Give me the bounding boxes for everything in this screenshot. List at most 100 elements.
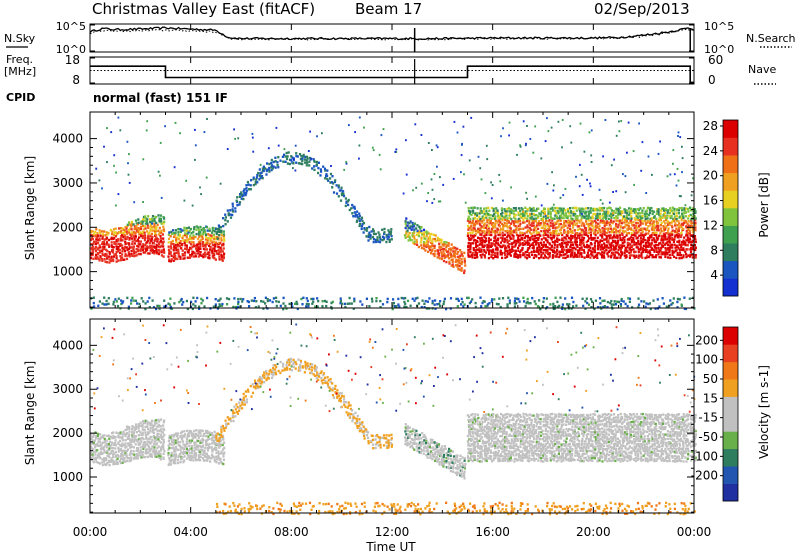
velocity-cell xyxy=(117,450,120,453)
power-cell xyxy=(526,250,529,254)
power-cell xyxy=(174,229,177,232)
power-sparse-cell xyxy=(358,157,360,160)
power-cell xyxy=(541,219,544,222)
power-cell xyxy=(510,237,513,240)
power-cell xyxy=(255,176,258,179)
power-cell xyxy=(414,297,417,300)
velocity-cell xyxy=(108,434,111,437)
power-cell xyxy=(667,227,670,230)
power-cell xyxy=(687,214,690,218)
power-cell xyxy=(550,244,553,247)
power-cell xyxy=(505,219,509,222)
velocity-cell xyxy=(326,376,329,379)
power-sparse-cell xyxy=(183,199,186,202)
power-cell xyxy=(179,228,182,231)
power-cell xyxy=(501,237,504,240)
power-cell xyxy=(132,235,135,238)
velocity-cell xyxy=(176,434,179,438)
velocity-cell xyxy=(193,449,196,452)
power-cell xyxy=(526,254,529,257)
power-cell xyxy=(143,231,146,234)
power-cell xyxy=(569,229,572,232)
power-cell xyxy=(691,231,694,234)
power-cell xyxy=(629,251,632,254)
velocity-cell xyxy=(308,365,312,368)
power-cell xyxy=(652,248,655,251)
power-cell xyxy=(598,212,601,216)
power-cell xyxy=(590,222,593,225)
power-cell xyxy=(134,251,137,254)
power-cell xyxy=(601,219,604,223)
power-cell xyxy=(596,244,600,247)
power-cell xyxy=(123,245,126,249)
power-cell xyxy=(632,254,635,257)
power-cell xyxy=(226,220,229,223)
power-cell xyxy=(575,244,579,247)
power-cell xyxy=(586,251,590,254)
power-cell xyxy=(536,222,539,225)
power-cell xyxy=(92,257,95,260)
power-cell xyxy=(612,213,615,217)
power-cell xyxy=(667,236,670,239)
velocity-cell xyxy=(135,427,138,431)
power-cell xyxy=(535,229,538,232)
power-cell xyxy=(535,231,538,235)
velocity-cell xyxy=(100,444,103,447)
power-cell xyxy=(680,303,683,306)
power-cell xyxy=(115,260,118,263)
velocity-cell xyxy=(162,456,165,459)
power-cell xyxy=(498,297,501,300)
power-cell xyxy=(485,207,488,210)
power-cell xyxy=(115,300,118,303)
power-cell xyxy=(170,247,173,250)
velocity-cell xyxy=(194,454,197,457)
power-cell xyxy=(637,229,641,232)
power-cell xyxy=(202,255,205,259)
velocity-cell xyxy=(219,444,222,448)
power-cell xyxy=(276,163,279,167)
power-cell xyxy=(598,227,601,230)
power-cell xyxy=(560,212,563,215)
power-cell xyxy=(404,220,407,223)
power-cell xyxy=(574,255,577,258)
power-cell xyxy=(694,256,697,259)
power-cell xyxy=(645,215,649,218)
power-cell xyxy=(528,231,531,234)
power-cell xyxy=(574,241,577,244)
power-cell xyxy=(681,209,684,212)
power-cell xyxy=(374,238,377,242)
power-cell xyxy=(515,239,518,242)
power-sparse-cell xyxy=(379,168,382,171)
power-cell xyxy=(646,206,649,209)
power-cell xyxy=(236,204,239,207)
power-sparse-cell xyxy=(598,188,601,191)
velocity-cell xyxy=(344,401,348,404)
power-cell xyxy=(598,206,601,210)
power-cell xyxy=(320,170,323,173)
power-cell xyxy=(197,226,200,229)
power-cell xyxy=(610,306,614,309)
power-cell xyxy=(339,299,342,303)
power-cell xyxy=(137,242,140,246)
velocity-cell xyxy=(197,450,201,454)
power-cell xyxy=(559,228,563,232)
power-cell xyxy=(613,216,616,220)
power-cell xyxy=(423,247,426,250)
power-cell xyxy=(526,243,529,246)
velocity-cell xyxy=(363,430,366,433)
power-cell xyxy=(598,243,601,246)
velocity-cell xyxy=(383,437,386,440)
power-cell xyxy=(126,224,129,228)
power-sparse-cell xyxy=(692,177,694,180)
power-cell xyxy=(140,220,143,223)
velocity-cell xyxy=(201,449,204,452)
power-cell xyxy=(599,231,602,234)
velocity-cell xyxy=(147,451,150,454)
power-cell xyxy=(521,237,524,240)
power-sparse-cell xyxy=(690,194,693,197)
power-cell xyxy=(142,248,145,252)
power-cell xyxy=(433,303,436,306)
velocity-cell xyxy=(188,451,191,455)
power-cell xyxy=(133,237,136,240)
power-cell xyxy=(422,243,425,246)
